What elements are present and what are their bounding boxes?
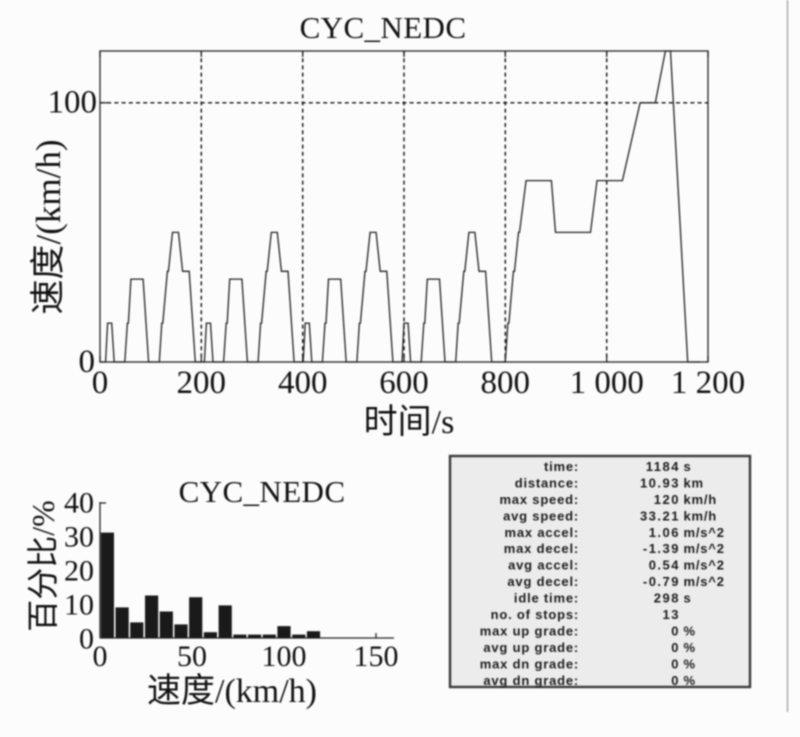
svg-text:s: s [684, 459, 692, 474]
svg-text:百分比/%: 百分比/% [25, 500, 61, 632]
svg-text:0: 0 [92, 365, 109, 401]
svg-text:avg speed:: avg speed: [503, 508, 579, 523]
svg-text:100: 100 [48, 85, 98, 121]
svg-text:0: 0 [79, 623, 94, 656]
svg-text:distance:: distance: [515, 475, 579, 490]
svg-text:avg accel:: avg accel: [508, 558, 579, 573]
svg-text:33.21: 33.21 [640, 508, 680, 523]
svg-text:1.06: 1.06 [649, 525, 680, 540]
svg-text:速度/(km/h): 速度/(km/h) [29, 140, 68, 315]
svg-text:0: 0 [671, 640, 680, 655]
svg-text:m/s^2: m/s^2 [684, 574, 725, 589]
svg-text:0.54: 0.54 [649, 558, 680, 573]
svg-text:20: 20 [64, 555, 94, 588]
svg-text:-1.39: -1.39 [643, 541, 680, 556]
svg-text:max dn grade:: max dn grade: [480, 656, 579, 671]
svg-text:%: % [684, 656, 696, 671]
svg-text:max speed:: max speed: [499, 492, 579, 507]
svg-text:m/s^2: m/s^2 [684, 525, 725, 540]
svg-text:150: 150 [354, 640, 399, 673]
svg-text:m/s^2: m/s^2 [684, 541, 725, 556]
svg-text:1 200: 1 200 [671, 365, 745, 401]
svg-text:max decel:: max decel: [504, 541, 579, 556]
svg-text:30: 30 [64, 521, 94, 554]
svg-text:km/h: km/h [684, 492, 718, 507]
svg-text:200: 200 [177, 365, 227, 401]
svg-text:CYC_NEDC: CYC_NEDC [300, 10, 467, 45]
svg-text:400: 400 [278, 365, 328, 401]
svg-text:max accel:: max accel: [505, 525, 580, 540]
svg-text:km: km [684, 475, 704, 490]
svg-text:1 000: 1 000 [570, 365, 644, 401]
svg-text:1184: 1184 [646, 459, 680, 474]
svg-text:no. of stops:: no. of stops: [491, 607, 579, 622]
svg-text:km/h: km/h [684, 508, 718, 523]
svg-text:avg dn grade:: avg dn grade: [483, 673, 579, 688]
svg-text:100: 100 [262, 640, 307, 673]
svg-text:0: 0 [93, 640, 108, 673]
svg-text:时间/s: 时间/s [364, 404, 455, 441]
svg-text:800: 800 [481, 365, 531, 401]
svg-text:CYC_NEDC: CYC_NEDC [179, 474, 346, 509]
svg-text:50: 50 [177, 640, 207, 673]
svg-text:0: 0 [671, 673, 680, 688]
svg-text:10.93: 10.93 [640, 475, 680, 490]
svg-text:298: 298 [654, 591, 680, 606]
svg-text:0: 0 [79, 344, 96, 380]
svg-text:40: 40 [64, 487, 94, 520]
svg-text:0: 0 [671, 624, 680, 639]
svg-text:max up grade:: max up grade: [480, 624, 579, 639]
svg-text:-0.79: -0.79 [643, 574, 680, 589]
svg-text:%: % [684, 673, 696, 688]
svg-text:120: 120 [654, 492, 680, 507]
svg-text:速度/(km/h): 速度/(km/h) [147, 672, 317, 710]
svg-text:idle time:: idle time: [514, 591, 579, 606]
svg-text:s: s [684, 591, 692, 606]
svg-text:13: 13 [663, 607, 680, 622]
svg-text:10: 10 [64, 589, 94, 622]
svg-text:avg decel:: avg decel: [507, 574, 579, 589]
svg-text:0: 0 [671, 656, 680, 671]
svg-text:600: 600 [379, 365, 429, 401]
svg-text:avg up grade:: avg up grade: [483, 640, 579, 655]
svg-text:%: % [684, 640, 696, 655]
svg-text:m/s^2: m/s^2 [684, 558, 725, 573]
svg-text:%: % [684, 624, 696, 639]
svg-text:time:: time: [544, 459, 579, 474]
